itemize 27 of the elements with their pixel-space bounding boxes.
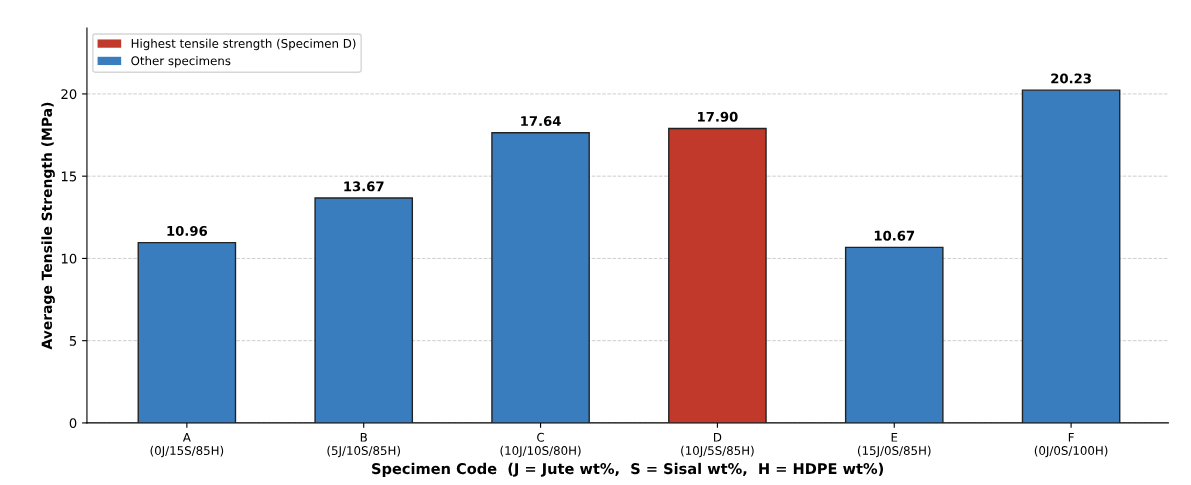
y-tick-label: 5 xyxy=(69,336,77,346)
y-tick-label: 0 xyxy=(69,418,77,429)
x-axis-title: Specimen Code (J = Jute wt%, S = Sisal wt%, H = HDPE wt%) xyxy=(372,462,884,477)
bar xyxy=(668,127,767,423)
text: 17.64 xyxy=(521,116,561,127)
y-tick-label: 10 xyxy=(61,253,77,264)
bar xyxy=(1021,89,1121,423)
legend-label: Highest tensile strength (Specimen D) xyxy=(131,38,356,51)
text: 17.90 xyxy=(698,111,738,122)
legend-label: Other specimens xyxy=(131,56,231,68)
x-tick-label: C (10J/10S/80H) xyxy=(500,432,581,458)
y-axis-title: Average Tensile Strength (MPa) xyxy=(41,102,55,350)
bar xyxy=(491,132,590,423)
bar xyxy=(137,241,237,423)
y-tick-label: 15 xyxy=(61,171,77,182)
text: 13.67 xyxy=(344,181,384,192)
text: 10.96 xyxy=(167,225,208,236)
bar xyxy=(314,197,414,423)
x-tick-label: E (15J/0S/85H) xyxy=(857,433,931,458)
bar xyxy=(844,246,944,423)
x-tick-label: D (10J/5S/85H) xyxy=(681,433,754,458)
x-tick-label: A (0J/15S/85H) xyxy=(150,433,224,458)
x-tick-label: B (5J/10S/85H) xyxy=(327,433,400,458)
text: 20.23 xyxy=(1051,73,1091,84)
x-tick-label: F (0J/0S/100H) xyxy=(1034,433,1108,458)
text: 10.67 xyxy=(874,230,915,241)
y-tick-label: 20 xyxy=(61,89,77,100)
